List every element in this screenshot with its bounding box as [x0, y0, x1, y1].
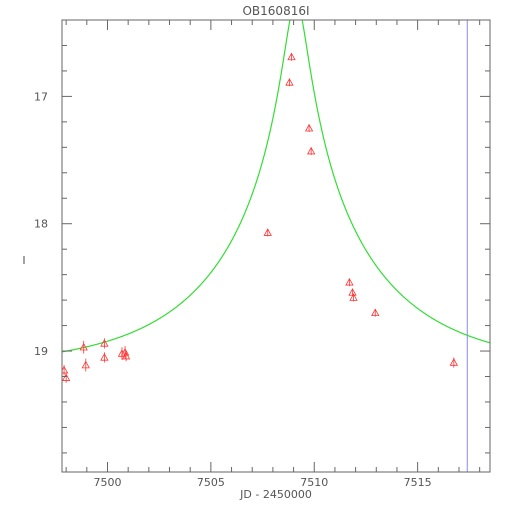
data-point	[121, 351, 131, 360]
data-point	[263, 228, 272, 236]
x-tick-label: 7510	[300, 476, 328, 489]
data-point	[79, 342, 88, 351]
y-tick-label: 19	[34, 345, 48, 358]
y-axis-label: I	[22, 254, 25, 267]
x-axis-label: JD - 2450000	[239, 488, 312, 501]
data-point	[349, 293, 358, 301]
x-tick-label: 7505	[197, 476, 225, 489]
axis-ticks: 7500 7505 7510 7515 17 18 19	[34, 19, 490, 489]
y-tick-label: 17	[34, 90, 48, 103]
model-curve	[62, 20, 490, 353]
data-point	[306, 146, 316, 155]
plot-frame	[61, 19, 491, 473]
data-point	[117, 349, 127, 357]
data-point	[287, 52, 296, 61]
data-point	[100, 339, 109, 347]
data-point	[100, 353, 109, 361]
data-point	[304, 123, 314, 132]
x-tick-label: 7515	[404, 476, 432, 489]
y-tick-label: 18	[34, 218, 48, 231]
data-point	[62, 373, 71, 381]
data-point	[449, 358, 458, 366]
chart-title: OB160816I	[242, 4, 309, 18]
data-point	[345, 277, 354, 286]
data-point	[371, 308, 380, 317]
data-point	[81, 360, 90, 369]
data-point	[285, 78, 294, 86]
plot-area	[62, 20, 490, 472]
x-tick-label: 7500	[93, 476, 121, 489]
